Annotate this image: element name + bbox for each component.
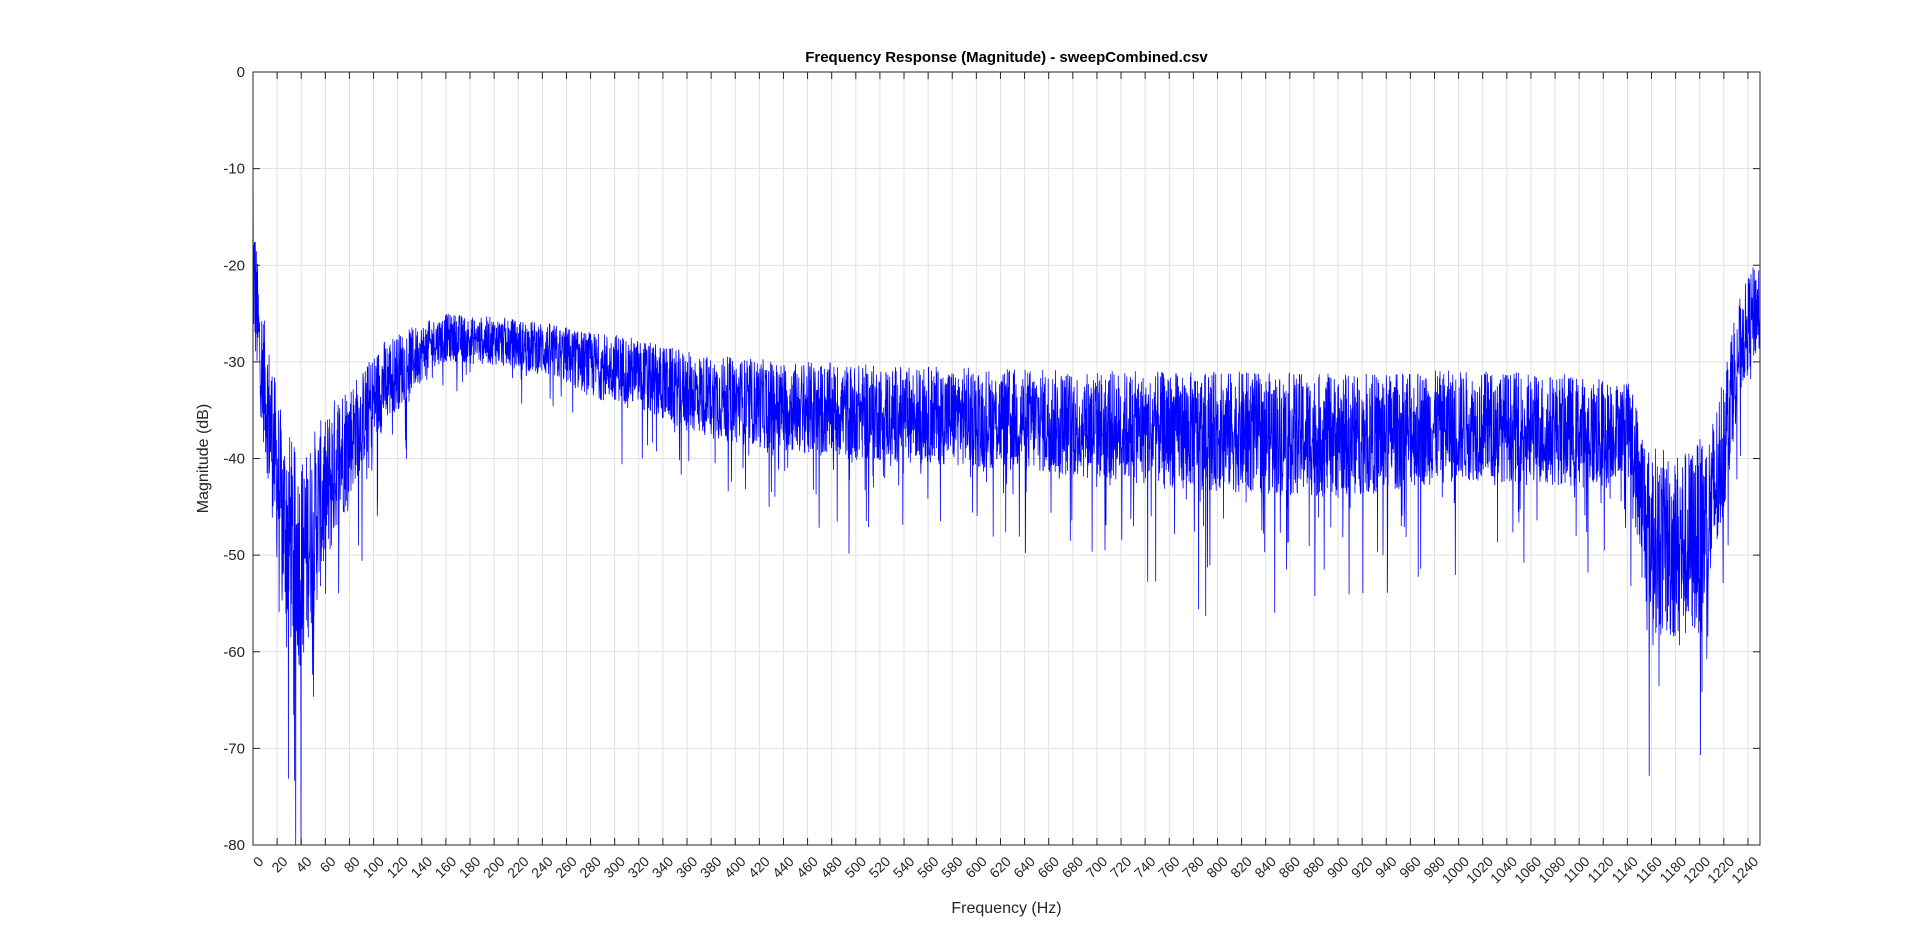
y-tick-label: -10	[223, 161, 245, 178]
y-tick-label: -50	[223, 547, 245, 564]
y-tick-label: -30	[223, 354, 245, 371]
grid-lines	[252, 71, 1760, 846]
x-axis-label: Frequency (Hz)	[951, 900, 1061, 917]
y-tick-label: -80	[223, 837, 245, 854]
y-tick-label: -60	[223, 644, 245, 661]
y-axis-label: Magnitude (dB)	[195, 404, 212, 513]
magnitude-series-line	[253, 149, 1760, 845]
y-tick-label: -70	[223, 740, 245, 757]
y-tick-label: -40	[223, 451, 245, 468]
y-tick-label: -20	[223, 257, 245, 274]
y-tick-label: 0	[237, 64, 245, 81]
chart-title: Frequency Response (Magnitude) - sweepCo…	[805, 49, 1208, 66]
